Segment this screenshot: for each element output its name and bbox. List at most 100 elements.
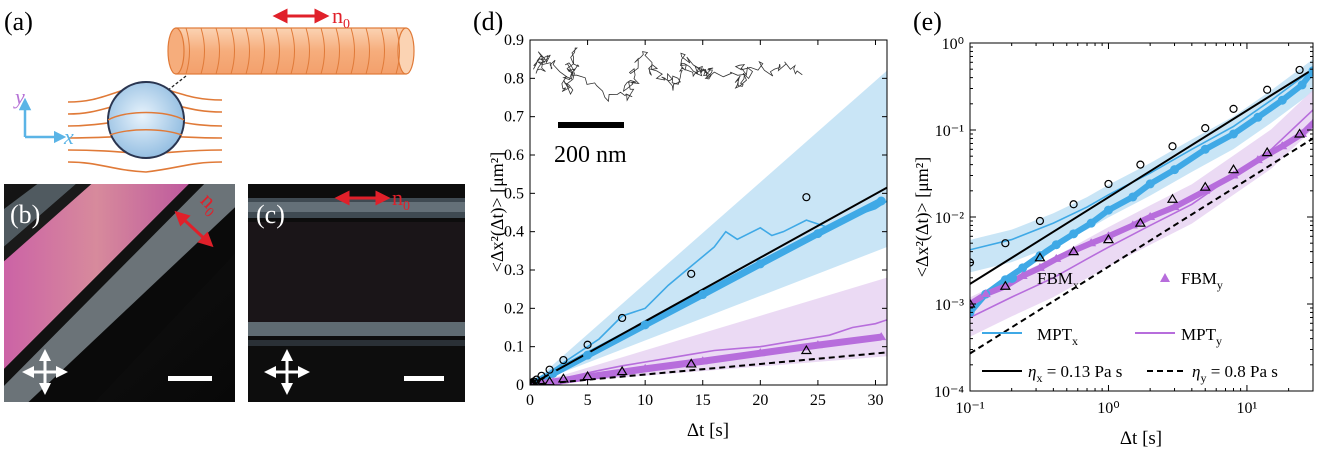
x-tick-label-d: 20 <box>752 392 768 409</box>
plot-e-area <box>970 59 1313 355</box>
e-xlabel: Δt [s] <box>1120 428 1162 449</box>
fbmy-point <box>755 348 766 357</box>
panel-c-label: (c) <box>256 200 285 229</box>
open-circles-point <box>618 313 627 323</box>
fbmy-point <box>812 340 823 349</box>
open-triangles-point <box>1199 181 1211 191</box>
fbmy-point <box>1051 253 1062 262</box>
plot-e: 10⁻¹ 10⁰ 10¹ 10⁻⁴ 10⁻³ 10⁻² 10⁻¹ 10⁰ <box>934 36 1314 417</box>
y-tick-label-d: 0.3 <box>504 262 524 279</box>
fbmy-point <box>876 332 887 341</box>
director-label-c: n0 <box>392 185 410 214</box>
legend-fbmx-marker <box>1007 273 1017 283</box>
fbmy-point <box>1252 155 1263 164</box>
open-circles-point <box>1295 65 1304 75</box>
open-triangles-point <box>1227 163 1240 174</box>
open-triangles-point <box>582 370 594 381</box>
fbmy-point <box>1017 270 1028 279</box>
x-tick-label-d: 5 <box>584 392 592 409</box>
open-circles-point <box>1069 200 1078 209</box>
fbmx-point <box>1128 192 1138 202</box>
mptx-line <box>535 200 887 382</box>
open-triangles-point <box>685 358 697 368</box>
fbmx-point <box>1297 80 1307 90</box>
axis-y-label: y <box>13 84 25 109</box>
legend-mpty: MPTy <box>1181 325 1222 348</box>
legend-fbmx: FBMx <box>1037 269 1079 292</box>
fiber-ring <box>395 27 400 75</box>
plot-d: 0 5 10 15 20 25 30 0 0.1 0.2 0.3 0.4 0.5 0.6 0.7 0.8 0.9 <box>504 32 888 409</box>
open-circles-point <box>583 340 592 349</box>
x-band <box>530 70 887 385</box>
y-tick-label-d: 0.4 <box>504 224 524 241</box>
open-triangles-point <box>1261 146 1273 157</box>
fbmy-point <box>980 289 991 298</box>
fbmx-point <box>1253 112 1263 122</box>
eta-y-line <box>970 137 1313 355</box>
fiber-cylinder <box>167 27 415 75</box>
fiber-ring <box>335 27 340 75</box>
fbmx-point <box>1308 66 1313 76</box>
fbmx-point <box>548 369 558 378</box>
fiber-ring <box>380 27 385 75</box>
fbmy-point <box>697 356 708 365</box>
legend-fbmy-marker <box>1160 273 1170 282</box>
d-ylabel: <Δx²(Δt)> [μm²] <box>487 152 508 272</box>
particle-sphere <box>107 81 185 159</box>
fbmx-point <box>1229 129 1239 139</box>
open-triangles-point <box>1166 193 1179 203</box>
polarizer-cross-c <box>264 349 310 395</box>
y-tick-label-e: 10⁻¹ <box>935 123 964 140</box>
panel-a-label: (a) <box>4 7 33 36</box>
panel-a: (a) n0 y x <box>4 3 415 173</box>
open-triangles-point <box>1134 217 1146 227</box>
y-tick-label-d: 0.8 <box>504 70 524 87</box>
x-tick-label-d: 25 <box>810 392 826 409</box>
y-tick-label-d: 0 <box>516 377 524 394</box>
fbmy-point <box>1308 118 1313 127</box>
fbmx-point <box>1051 240 1061 250</box>
y-tick-label-e: 10⁻⁴ <box>934 384 964 401</box>
fbmx-point <box>1018 263 1028 273</box>
open-circles-point <box>1001 239 1010 248</box>
x-tick-label-e: 10¹ <box>1237 400 1258 417</box>
scale-bar-c <box>404 376 444 381</box>
x-tick-label-e: 10⁰ <box>1097 400 1119 417</box>
open-circles-point <box>687 269 696 278</box>
fiber-ring <box>305 27 310 75</box>
y-band <box>970 89 1313 337</box>
y-tick-label-d: 0.9 <box>504 32 524 49</box>
fiber-ring <box>350 27 355 75</box>
fbmx-point <box>1145 179 1155 189</box>
open-circles-point <box>1168 142 1177 151</box>
open-circles-point <box>1201 124 1210 133</box>
fbmy-point <box>548 376 559 385</box>
fiber-ring <box>260 27 265 75</box>
open-circles-point <box>1035 216 1045 226</box>
panel-e: (e) 10⁻¹ 10⁰ 10¹ 10⁻⁴ 10⁻³ 10⁻² 10⁻¹ 10⁰ Δt [s]… <box>912 7 1314 449</box>
fbmy-point <box>1169 202 1180 211</box>
fbmx-point <box>755 259 765 269</box>
legend-fbmy: FBMy <box>1181 269 1223 292</box>
y-tick-label-d: 0.6 <box>504 147 524 164</box>
open-triangles-point <box>1102 233 1115 244</box>
fiber-ring <box>245 27 250 75</box>
fbmy-point <box>582 371 593 380</box>
fbmy-point <box>1000 281 1011 290</box>
eta-x-line <box>970 68 1313 285</box>
mpty-line <box>970 109 1313 319</box>
mpty-line <box>535 319 887 385</box>
axis-x-label: x <box>63 124 74 149</box>
open-triangles-point <box>800 344 812 355</box>
fbmx-point <box>1200 144 1210 154</box>
trajectory-inset <box>533 47 803 103</box>
x-tick-label-d: 10 <box>637 392 653 409</box>
open-triangles-point <box>616 365 628 376</box>
open-circles-point <box>559 355 568 365</box>
panel-d: (d) 0 5 10 15 20 25 30 0 0.1 0.2 0.3 0.4 0.5 0.6 0.7 0.… <box>473 7 888 441</box>
y-band <box>530 277 887 385</box>
panel-e-label: (e) <box>913 7 942 36</box>
open-circles-point <box>1104 179 1113 189</box>
open-triangles-point <box>1034 252 1046 262</box>
